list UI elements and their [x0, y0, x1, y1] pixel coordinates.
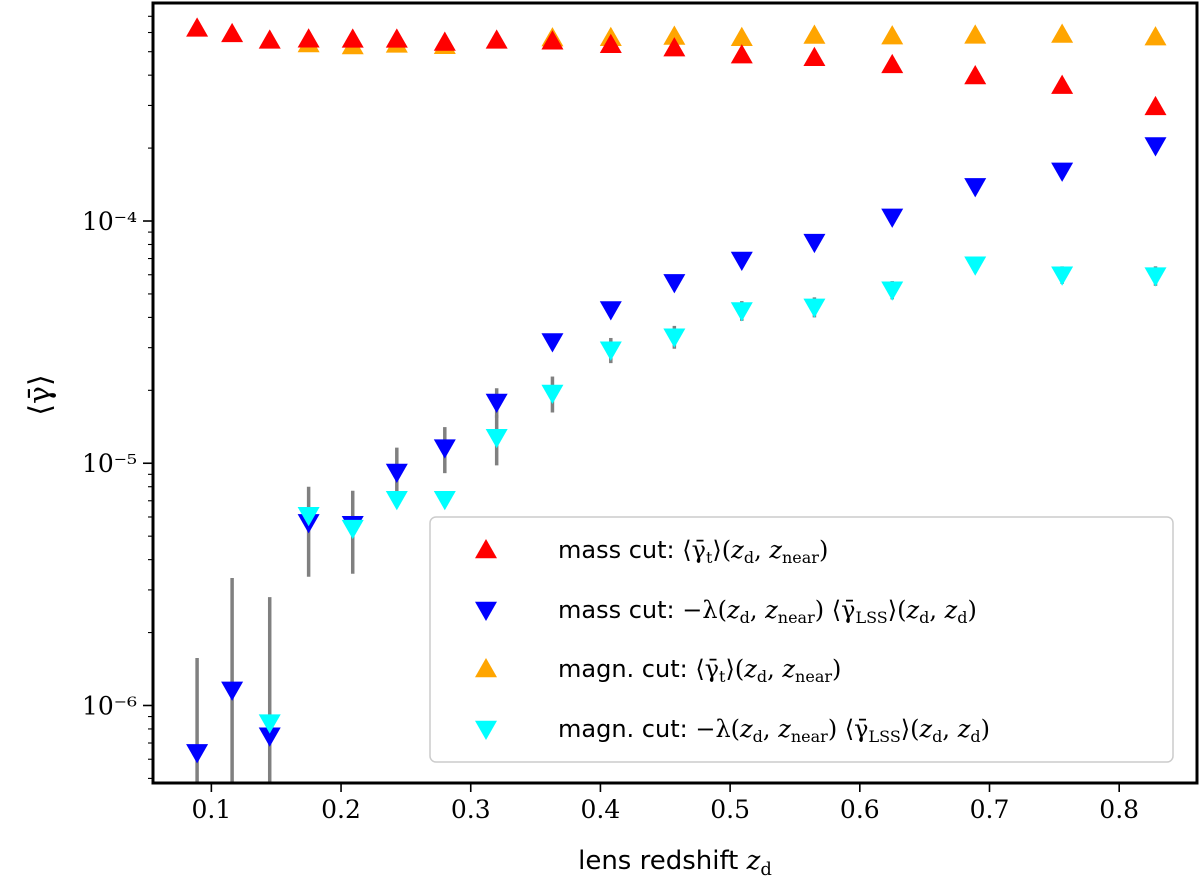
data-point [663, 274, 686, 294]
legend-label-magn-lss: magn. cut: −λ(zd, znear) ⟨γ̄LSS⟩(zd, zd) [558, 715, 990, 746]
data-point [1144, 26, 1167, 46]
data-point [221, 681, 244, 701]
data-point [341, 519, 364, 540]
legend-frame [429, 516, 1174, 763]
data-point [803, 24, 826, 44]
data-point [730, 26, 753, 46]
legend: mass cut: ⟨γ̄t⟩(zd, znear) mass cut: −λ(… [429, 516, 1174, 763]
x-tick-label: 0.7 [970, 795, 1010, 824]
x-tick-label: 0.3 [451, 795, 491, 824]
data-point [541, 30, 564, 50]
data-point [881, 25, 904, 45]
data-point [803, 298, 826, 318]
data-point [258, 727, 281, 747]
data-point [964, 24, 987, 44]
data-point [341, 28, 364, 48]
y-tick-label: 10⁻⁴ [82, 207, 137, 236]
data-point [1144, 95, 1167, 116]
data-point [221, 22, 244, 43]
data-point [433, 491, 456, 511]
data-point [1051, 74, 1074, 94]
data-point [663, 37, 686, 57]
data-point [385, 463, 408, 484]
data-point [1051, 266, 1074, 286]
y-axis-label: ⟨γ̄⟩ [23, 374, 58, 415]
data-point [881, 208, 904, 228]
plot-frame [151, 1, 1199, 785]
data-point [485, 429, 508, 449]
legend-marker [475, 658, 497, 678]
data-point [297, 28, 320, 48]
data-point [964, 256, 987, 276]
data-point [485, 393, 508, 413]
data-point [730, 44, 753, 64]
legend-marker [475, 539, 497, 559]
x-axis-label: lens redshift zd [578, 846, 772, 879]
data-point [1051, 23, 1074, 43]
axis-ticks: 0.1 0.2 0.3 0.4 0.5 0.6 0.7 0.8 10⁻⁶ 10⁻⁵ 10⁻⁴ [82, 15, 1139, 824]
data-point [881, 281, 904, 301]
legend-marker [475, 720, 497, 740]
data-point [385, 491, 408, 511]
data-point [385, 28, 408, 48]
x-tick-label: 0.8 [1099, 795, 1139, 824]
x-tick-label: 0.2 [321, 795, 361, 824]
data-point [186, 744, 209, 764]
data-point [663, 25, 686, 45]
legend-marker [475, 601, 497, 621]
data-point [803, 233, 826, 254]
y-tick-label: 10⁻⁵ [82, 449, 137, 478]
data-point [1144, 137, 1167, 157]
legend-label-mass-lss: mass cut: −λ(zd, znear) ⟨γ̄LSS⟩(zd, zd) [558, 596, 977, 627]
data-point [599, 33, 622, 54]
data-point [599, 301, 622, 321]
data-point [1144, 267, 1167, 287]
data-point [541, 384, 564, 404]
data-point [186, 17, 209, 37]
x-tick-label: 0.6 [840, 795, 880, 824]
data-point [541, 333, 564, 353]
data-point [258, 29, 281, 49]
data-point [881, 53, 904, 74]
legend-label-magn-gamma-t: magn. cut: ⟨γ̄t⟩(zd, znear) [558, 655, 841, 686]
data-point [485, 29, 508, 49]
data-point [803, 46, 826, 67]
x-tick-label: 0.4 [581, 795, 621, 824]
data-point [663, 328, 686, 348]
data-markers [186, 17, 1167, 764]
data-point [730, 251, 753, 272]
data-point [433, 31, 456, 51]
legend-markers [475, 539, 497, 740]
x-tick-label: 0.5 [710, 795, 750, 824]
data-point [1051, 162, 1074, 182]
data-point [433, 439, 456, 459]
data-point [297, 506, 320, 527]
data-point [599, 341, 622, 361]
data-point [964, 64, 987, 85]
data-point [964, 178, 987, 198]
y-tick-label: 10⁻⁶ [82, 691, 137, 720]
data-point [258, 714, 281, 734]
x-tick-label: 0.1 [191, 795, 231, 824]
data-point [730, 302, 753, 322]
